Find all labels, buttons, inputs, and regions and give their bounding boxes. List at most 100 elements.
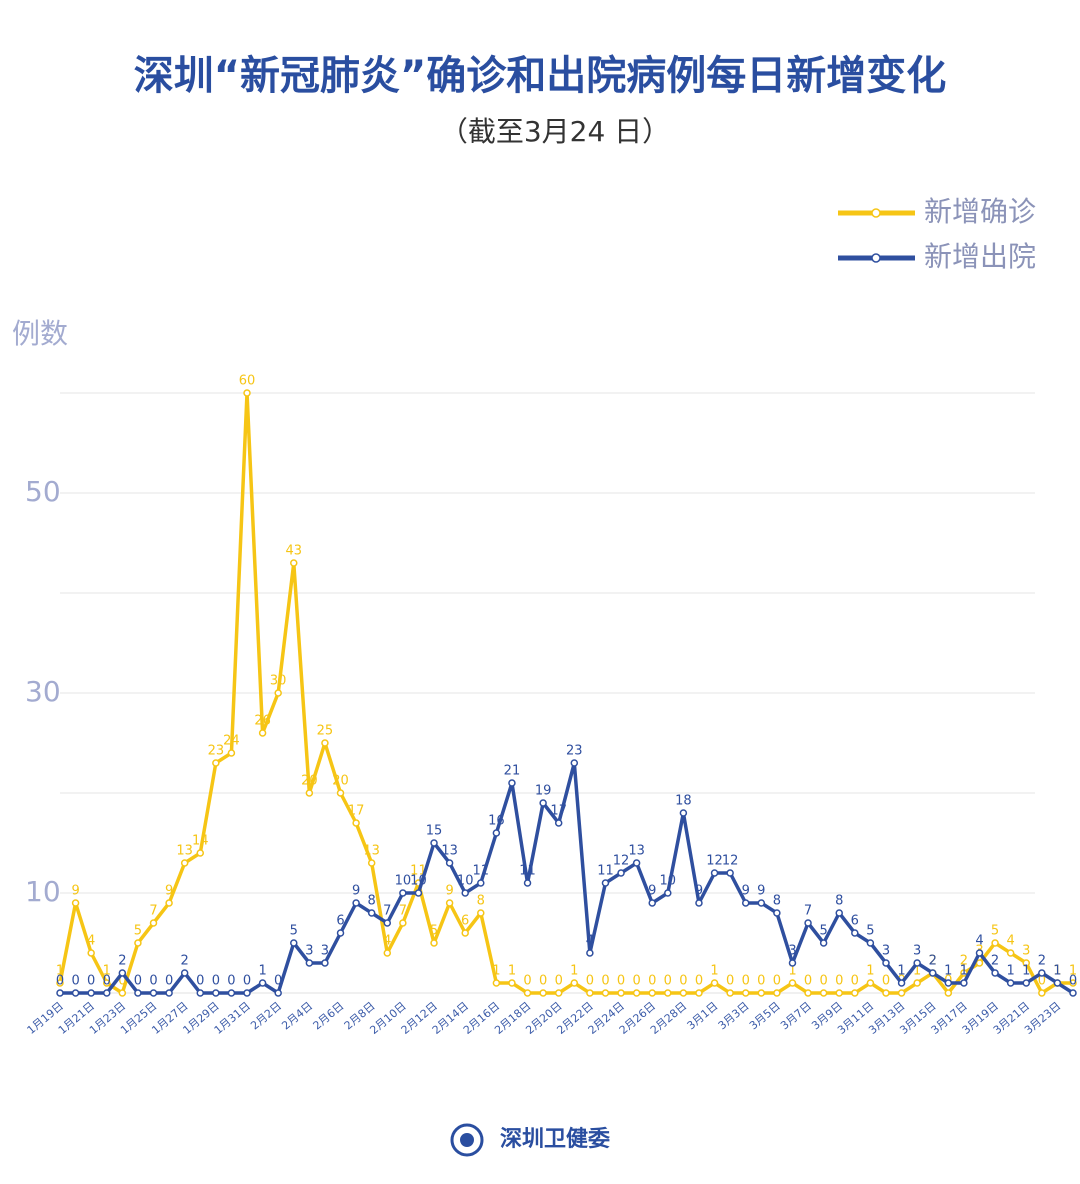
data-label: 0 [820, 974, 828, 989]
data-label: 0 [243, 974, 251, 989]
data-label: 6 [851, 914, 859, 929]
data-label: 60 [239, 374, 256, 389]
data-label: 0 [274, 974, 282, 989]
data-label: 2 [929, 954, 937, 969]
data-label: 14 [192, 834, 209, 849]
data-point [835, 989, 843, 997]
data-label: 4 [383, 934, 391, 949]
data-point [819, 989, 828, 997]
source-text: 深圳卫健委 [500, 1126, 610, 1152]
data-label: 3 [788, 944, 796, 959]
data-point [1038, 989, 1046, 997]
data-label: 10 [660, 874, 677, 889]
data-label: 2 [118, 954, 126, 969]
data-label: 0 [555, 974, 563, 989]
data-label: 0 [835, 974, 843, 989]
data-label: 6 [336, 914, 344, 929]
data-label: 2 [929, 954, 937, 969]
data-label: 18 [675, 794, 692, 809]
x-tick-label: 2月4日 [279, 999, 315, 1032]
data-label: 1 [56, 964, 64, 979]
data-label: 7 [149, 904, 157, 919]
data-label: 17 [348, 804, 365, 819]
data-point [352, 899, 360, 907]
data-point [601, 989, 610, 997]
y-tick-label: 50 [25, 475, 61, 508]
data-point [492, 829, 501, 837]
data-label: 9 [71, 884, 79, 899]
data-label: 1 [492, 964, 500, 979]
data-label: 5 [820, 924, 828, 939]
data-point [632, 859, 641, 867]
data-label: 15 [426, 824, 443, 839]
data-point [196, 849, 205, 857]
data-point [103, 979, 111, 987]
data-label: 7 [804, 904, 812, 919]
data-label: 7 [399, 904, 407, 919]
data-label: 10 [457, 874, 474, 889]
data-point [710, 869, 719, 877]
data-point [56, 989, 64, 997]
data-point [975, 949, 984, 957]
data-point [87, 949, 95, 957]
x-tick-label: 2月6日 [311, 999, 347, 1032]
data-label: 8 [477, 894, 485, 909]
data-point [570, 979, 579, 987]
data-label: 9 [445, 884, 453, 899]
data-label: 11 [519, 864, 536, 879]
data-point [1038, 969, 1046, 977]
legend-label: 新增确诊 [924, 195, 1036, 228]
data-label: 9 [165, 884, 173, 899]
y-axis-label: 例数 [12, 317, 68, 350]
data-label: 5 [991, 924, 999, 939]
data-point [367, 859, 376, 867]
data-label: 0 [601, 974, 609, 989]
data-point [835, 909, 843, 917]
data-point [1006, 949, 1015, 957]
data-label: 1 [788, 964, 796, 979]
data-label: 21 [504, 764, 521, 779]
data-point [695, 899, 703, 907]
y-tick-label: 30 [25, 675, 61, 708]
data-label: 0 [679, 974, 687, 989]
data-label: 23 [566, 744, 583, 759]
chart-subtitle: （截至3月24 日） [440, 115, 670, 148]
data-label: 5 [290, 924, 298, 939]
data-point [710, 979, 719, 987]
data-point [586, 949, 594, 957]
data-label: 0 [539, 974, 547, 989]
data-point [165, 989, 173, 997]
data-point [554, 989, 563, 997]
data-label: 30 [270, 674, 287, 689]
chart-title: 深圳“新冠肺炎”确诊和出院病例每日新增变化 [134, 53, 947, 99]
data-label: 0 [149, 974, 157, 989]
data-point [866, 979, 875, 987]
data-point [851, 929, 859, 937]
data-point [477, 909, 485, 917]
data-point [103, 989, 111, 997]
data-label: 2 [960, 954, 968, 969]
data-label: 13 [176, 844, 193, 859]
data-point [773, 909, 781, 917]
data-label: 1 [508, 964, 516, 979]
data-label: 20 [332, 774, 349, 789]
data-label: 3 [305, 944, 313, 959]
data-point [196, 989, 205, 997]
y-tick-label: 10 [25, 875, 61, 908]
data-point [134, 989, 142, 997]
data-label: 2 [991, 954, 999, 969]
series-line [60, 761, 1074, 995]
data-point [243, 389, 251, 397]
data-point [882, 989, 890, 997]
data-label: 0 [882, 974, 890, 989]
data-point [383, 919, 392, 927]
data-point [445, 899, 454, 907]
data-point [928, 969, 937, 977]
data-label: 11 [473, 864, 490, 879]
data-point [586, 989, 594, 997]
data-label: 3 [882, 944, 890, 959]
data-point [134, 939, 142, 947]
data-label: 8 [368, 894, 376, 909]
data-point [523, 989, 532, 997]
data-point [679, 989, 688, 997]
